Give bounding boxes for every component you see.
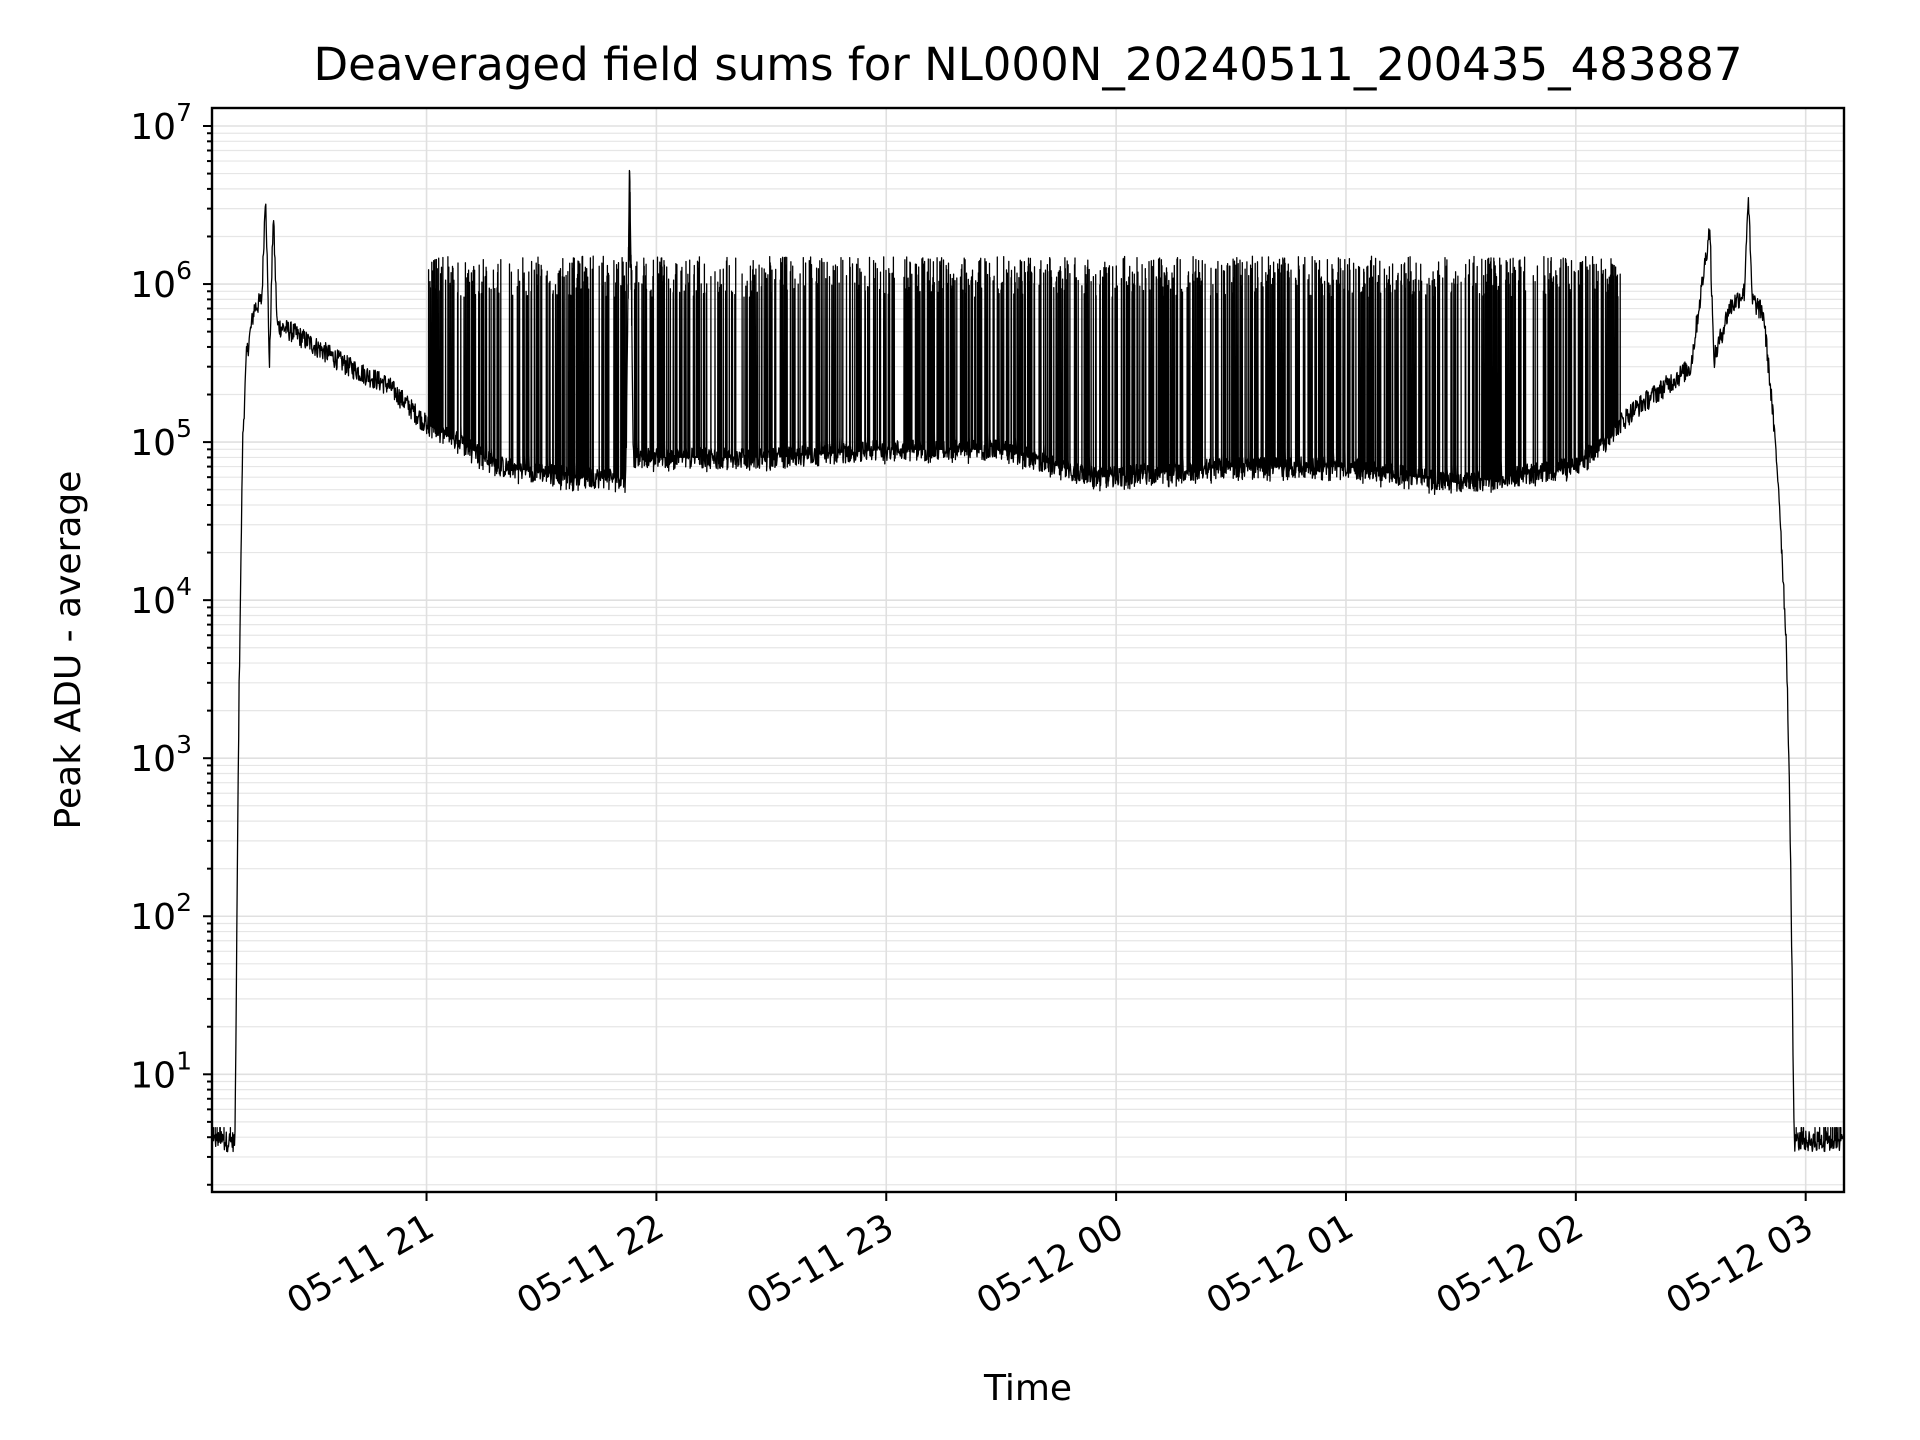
- y-tick-label: 105: [130, 414, 192, 464]
- x-tick-label: 05-11 23: [740, 1206, 901, 1322]
- y-tick-label: 106: [130, 256, 192, 306]
- x-tick-label: 05-12 00: [970, 1206, 1131, 1322]
- y-tick-label: 104: [130, 572, 192, 622]
- y-tick-label: 103: [130, 730, 192, 780]
- series-line: [211, 169, 1845, 1153]
- plot-frame: [210, 106, 1846, 1194]
- x-axis-label: Time: [983, 1368, 1072, 1409]
- x-tick-label: 05-11 21: [280, 1206, 441, 1322]
- y-axis-label: Peak ADU - average: [48, 471, 89, 830]
- x-tick-label: 05-11 22: [510, 1206, 671, 1322]
- x-tick-label: 05-12 02: [1430, 1206, 1591, 1322]
- y-tick-label: 107: [130, 98, 192, 148]
- chart-title: Deaveraged field sums for NL000N_2024051…: [314, 38, 1743, 91]
- x-tick-label: 05-12 01: [1200, 1206, 1361, 1322]
- x-tick-label: 05-12 03: [1660, 1206, 1821, 1322]
- series-layer: [211, 169, 1845, 1153]
- y-tick-label: 102: [130, 888, 192, 938]
- y-tick-label: 101: [130, 1046, 192, 1096]
